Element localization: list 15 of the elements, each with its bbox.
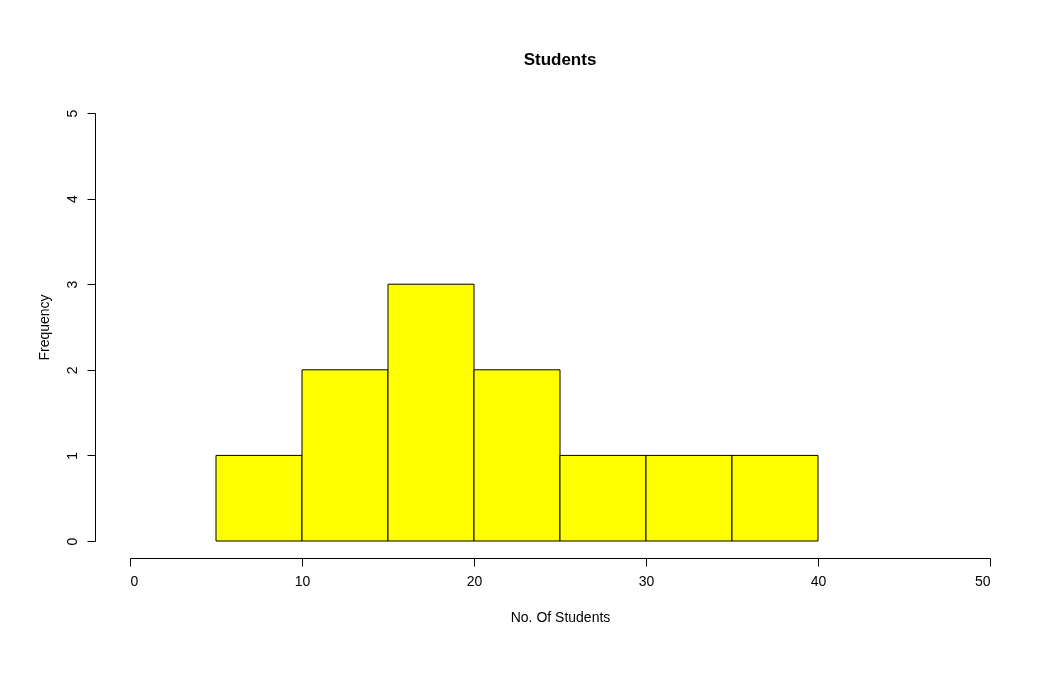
y-tick-label: 5	[63, 109, 80, 118]
y-tick-label: 3	[63, 280, 80, 289]
chart-title: Students	[523, 50, 597, 70]
x-axis-title: No. Of Students	[510, 608, 611, 625]
y-tick-label: 4	[63, 195, 80, 203]
x-tick-label: 20	[466, 572, 483, 589]
y-tick-label: 2	[63, 366, 80, 375]
y-axis-title: Frequency	[35, 294, 52, 361]
y-tick-label: 1	[63, 451, 80, 460]
x-tick-label: 40	[810, 572, 827, 589]
x-tick-label: 50	[974, 572, 991, 589]
x-tick-label: 0	[130, 572, 139, 589]
y-tick-label: 0	[63, 537, 80, 546]
x-tick-label: 30	[638, 572, 655, 589]
x-tick-label: 10	[294, 572, 311, 589]
